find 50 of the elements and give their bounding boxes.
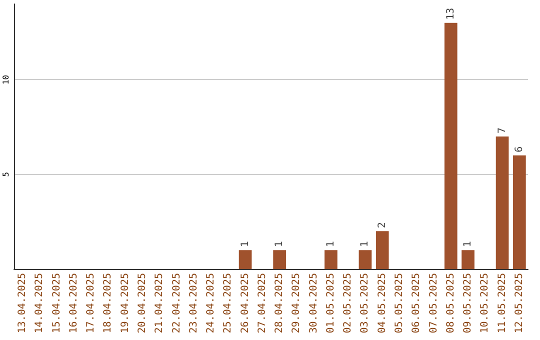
x-tick-label: 22.04.2025 — [171, 273, 182, 334]
y-tick-label: 5 — [2, 172, 10, 177]
x-tick-label: 02.05.2025 — [342, 273, 354, 334]
data-label: 2 — [376, 222, 388, 228]
x-tick-label: 09.05.2025 — [462, 273, 474, 334]
x-tick-label: 26.04.2025 — [240, 273, 251, 334]
x-tick-label: 21.04.2025 — [154, 273, 166, 334]
x-tick-label: 15.04.2025 — [51, 273, 62, 334]
data-label: 1 — [462, 241, 474, 248]
x-tick-label: 14.04.2025 — [34, 273, 46, 334]
data-label: 6 — [514, 146, 525, 152]
x-tick-label: 23.04.2025 — [188, 273, 200, 334]
data-label: 1 — [240, 241, 251, 248]
x-tick-label: 20.04.2025 — [137, 273, 148, 334]
x-tick-label: 07.05.2025 — [428, 273, 440, 334]
x-tick-label: 04.05.2025 — [376, 273, 388, 334]
bar — [273, 250, 286, 269]
x-tick-label: 06.05.2025 — [411, 273, 422, 334]
x-tick-label: 08.05.2025 — [445, 273, 456, 334]
bar — [513, 155, 526, 269]
x-tick-label: 10.05.2025 — [480, 273, 491, 334]
bar — [376, 231, 389, 269]
x-tick-label: 05.05.2025 — [394, 273, 405, 334]
x-tick-label: 18.04.2025 — [102, 273, 114, 334]
bar — [324, 250, 338, 269]
x-tick-label: 30.04.2025 — [308, 273, 320, 334]
x-tick-label: 29.04.2025 — [291, 273, 302, 334]
x-tick-label: 24.04.2025 — [206, 273, 217, 334]
x-tick-label: 19.04.2025 — [120, 273, 131, 334]
x-tick-label: 16.04.2025 — [68, 273, 80, 334]
data-label: 1 — [360, 241, 371, 248]
bar — [358, 250, 372, 269]
x-tick-label: 03.05.2025 — [360, 273, 371, 334]
x-tick-label: 28.04.2025 — [274, 273, 286, 334]
x-tick-label: 25.04.2025 — [222, 273, 234, 334]
bar — [444, 22, 458, 269]
data-label: 1 — [274, 241, 286, 248]
x-tick-label: 11.05.2025 — [496, 273, 508, 334]
x-tick-label: 01.05.2025 — [325, 273, 336, 334]
x-tick-label: 27.04.2025 — [256, 273, 268, 334]
bar — [462, 250, 474, 269]
bar — [496, 136, 509, 269]
x-tick-label: 13.04.2025 — [17, 273, 28, 334]
y-tick-label: 10 — [2, 74, 10, 85]
data-label: 13 — [445, 8, 456, 20]
x-tick-label: 17.04.2025 — [86, 273, 97, 334]
x-tick-label: 12.05.2025 — [514, 273, 525, 334]
data-label: 1 — [325, 241, 336, 248]
bar — [238, 250, 252, 269]
data-label: 7 — [496, 127, 508, 134]
